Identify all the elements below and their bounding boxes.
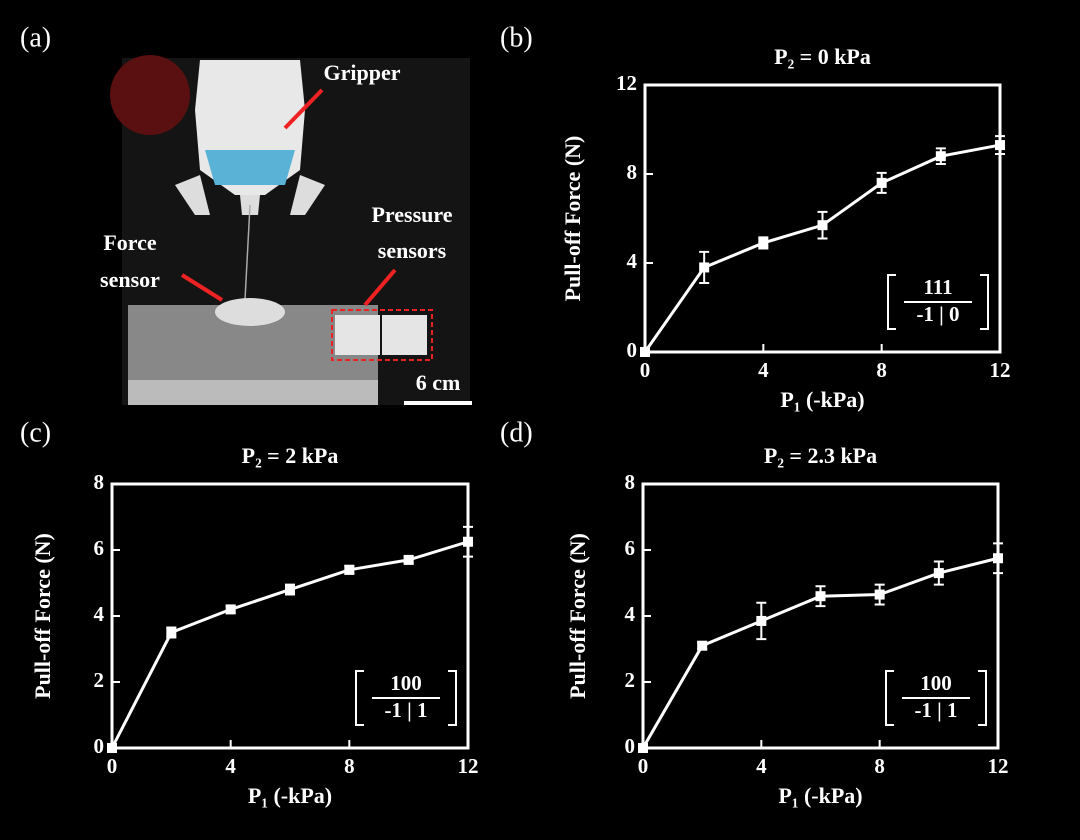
gripper-fingers [175,175,325,215]
x-tick-label: 12 [458,754,479,778]
data-point [993,553,1003,564]
panel-label: (a) [20,22,51,53]
x-tick-label: 8 [874,754,885,778]
annotation: -1 | 1 [914,698,957,722]
y-axis-label: Pull-off Force (N) [560,136,585,302]
data-point [403,554,414,565]
scale-label: 6 cm [416,370,461,395]
x-tick-label: 8 [876,358,887,382]
data-point [995,140,1005,151]
x-tick-label: 0 [107,754,118,778]
matrix-bracket [887,274,989,330]
y-tick-label: 4 [625,602,636,626]
y-tick-label: 2 [625,668,636,692]
x-tick-label: 0 [638,754,649,778]
data-point [107,743,117,753]
frame-base [128,380,378,405]
callout: Gripper [324,60,401,85]
callout: Pressure [371,202,452,227]
data-point [876,177,887,188]
chart-title: P₂ = 0 kPa [774,44,871,69]
data-point [874,589,885,600]
pressure-sensor [382,315,427,355]
y-axis-label: Pull-off Force (N) [30,533,55,699]
data-point [640,347,650,357]
matrix-bracket [885,670,987,726]
chart-title: P₂ = 2.3 kPa [764,443,877,468]
y-axis-label: Pull-off Force (N) [565,533,590,699]
y-tick-label: 4 [94,602,105,626]
data-point [699,262,710,273]
x-tick-label: 12 [990,358,1011,382]
data-point [285,584,295,595]
data-point [463,536,473,547]
y-tick-label: 6 [625,536,636,560]
y-tick-label: 12 [616,71,637,95]
annotation: -1 | 1 [384,698,427,722]
data-point [697,640,708,651]
callout: sensors [378,238,447,263]
x-tick-label: 12 [988,754,1009,778]
x-tick-label: 4 [225,754,236,778]
photo-shape [110,55,190,135]
plot-frame [110,482,470,750]
plot-frame [643,83,1002,354]
plot-frame [641,482,1000,750]
annotation: 100 [920,671,952,695]
data-point [225,604,236,615]
data-point [817,220,828,231]
chart: (d) P₂ = 2.3 kPa P₁ (-kPa) Pull-off Force (… [500,417,1009,808]
annotation: 111 [923,275,952,299]
y-tick-label: 0 [94,734,105,758]
string [244,204,251,301]
callout: Force [103,230,157,255]
x-axis-label: P₁ (-kPa) [778,783,862,808]
data-point [815,591,826,602]
arrow [363,268,397,307]
y-tick-label: 8 [627,160,638,184]
y-tick-label: 0 [627,338,638,362]
x-axis-label: P₁ (-kPa) [780,387,864,412]
callout: sensor [100,267,160,292]
x-tick-label: 4 [758,358,769,382]
y-tick-label: 0 [625,734,636,758]
data-point [933,568,944,579]
force-sensor [215,298,285,326]
y-tick-label: 2 [94,668,105,692]
data-point [638,743,648,753]
panel-label: (c) [20,417,51,448]
arrow [180,273,224,302]
data-point [344,564,355,575]
highlight-box [331,309,433,361]
photo-panel: (a) Gripper Force sensor Pressure sensor… [20,22,472,405]
y-tick-label: 4 [627,249,638,273]
annotation: -1 | 0 [916,302,959,326]
y-tick-label: 6 [94,536,105,560]
data-point [758,237,769,248]
chart: (c) P₂ = 2 kPa P₁ (-kPa) Pull-off Force (N)… [20,417,479,808]
matrix-bracket [355,670,457,726]
panel-label: (d) [500,417,533,448]
panel-label: (b) [500,22,533,53]
arrow [283,88,324,130]
y-tick-label: 8 [625,470,636,494]
annotation: 100 [390,671,422,695]
x-tick-label: 0 [640,358,651,382]
data-point [935,151,946,162]
data-point [166,627,177,638]
pressure-sensor [335,315,380,355]
x-tick-label: 8 [344,754,355,778]
gripper-membrane [205,150,295,185]
chart: (b) P₂ = 0 kPa P₁ (-kPa) Pull-off Force (N)… [500,22,1011,412]
y-tick-label: 8 [94,470,105,494]
x-axis-label: P₁ (-kPa) [248,783,332,808]
chart-title: P₂ = 2 kPa [242,443,339,468]
x-tick-label: 4 [756,754,767,778]
data-point [756,615,767,626]
